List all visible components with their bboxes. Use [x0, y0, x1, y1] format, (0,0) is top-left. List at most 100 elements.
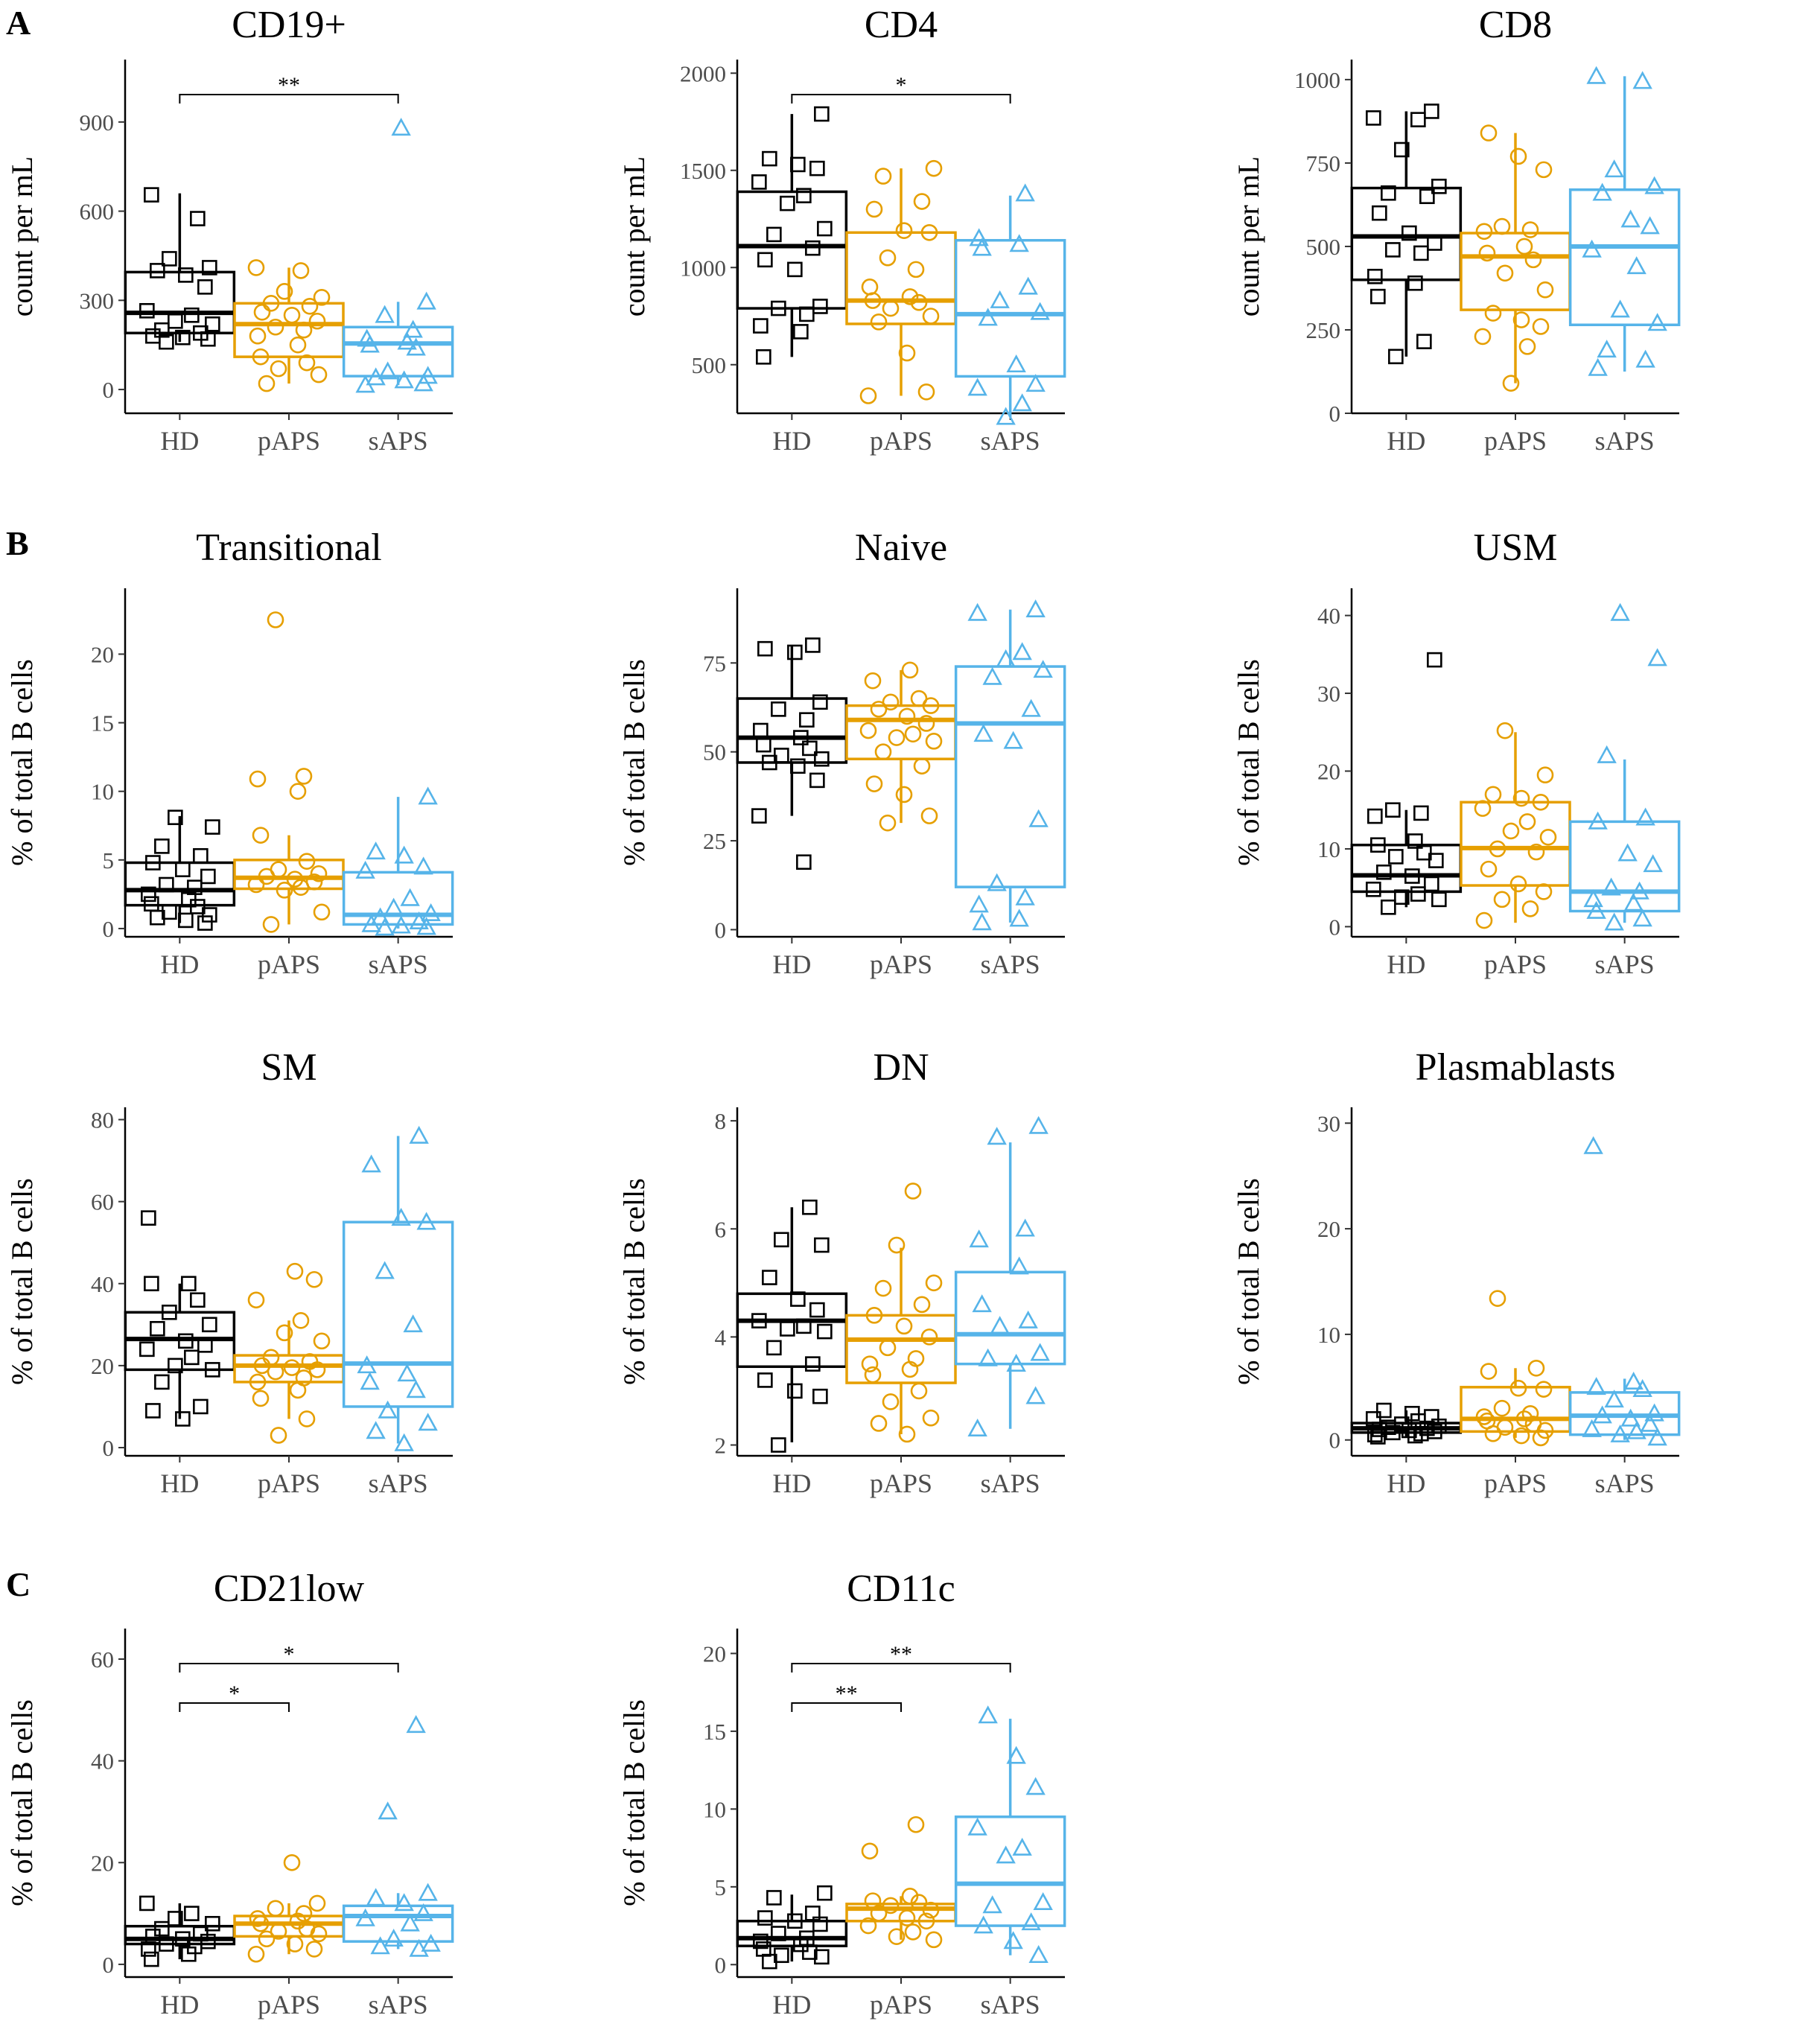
- data-point: [139, 1895, 155, 1912]
- data-point: [1640, 216, 1660, 235]
- data-point: [421, 903, 441, 921]
- panel-letter-c: C: [6, 1565, 31, 1603]
- y-tick-label: 20: [1317, 758, 1340, 784]
- data-point: [969, 1229, 989, 1248]
- data-point: [780, 1321, 795, 1337]
- data-point: [882, 1897, 900, 1915]
- data-point: [1586, 900, 1606, 919]
- data-point: [861, 1355, 879, 1372]
- data-point: [1588, 357, 1608, 376]
- data-point: [805, 240, 821, 256]
- data-point: [1012, 393, 1032, 412]
- data-point: [295, 768, 313, 785]
- data-point: [809, 160, 825, 176]
- data-point: [1597, 340, 1617, 358]
- data-point: [793, 324, 809, 340]
- significance-bracket: [179, 1663, 399, 1673]
- y-tick-label: 1500: [680, 158, 726, 184]
- y-tick-label: 10: [703, 1796, 726, 1822]
- data-point: [154, 1374, 170, 1390]
- data-point: [1610, 602, 1630, 621]
- data-point: [996, 649, 1016, 667]
- series-pAPS: [233, 259, 345, 392]
- data-point: [793, 1936, 809, 1952]
- data-point: [1532, 793, 1550, 811]
- data-point: [391, 1207, 411, 1226]
- box-iqr: [1568, 188, 1681, 326]
- data-point: [861, 1842, 879, 1860]
- data-point: [771, 1926, 786, 1941]
- data-point: [1644, 1403, 1664, 1422]
- data-point: [1376, 1402, 1392, 1419]
- data-point: [301, 298, 319, 315]
- x-tick-label: HD: [160, 1990, 199, 2020]
- data-point: [286, 1935, 304, 1952]
- series-HD: [1350, 1402, 1463, 1445]
- data-point: [799, 306, 815, 322]
- data-point: [907, 1815, 925, 1833]
- data-point: [1620, 209, 1641, 228]
- data-point: [756, 349, 771, 365]
- data-point: [1407, 833, 1423, 849]
- y-tick-label: 6: [715, 1216, 727, 1242]
- y-tick-label: 30: [1317, 1110, 1340, 1136]
- data-point: [295, 321, 313, 339]
- data-point: [361, 1154, 381, 1173]
- y-tick-label: 30: [1317, 681, 1340, 707]
- data-point: [391, 118, 411, 136]
- x-tick-label: pAPS: [1484, 949, 1547, 979]
- data-point: [751, 808, 767, 824]
- data-point: [168, 1911, 183, 1926]
- data-point: [865, 1307, 883, 1324]
- data-point: [154, 838, 170, 854]
- data-point: [253, 1357, 271, 1375]
- data-point: [771, 1437, 786, 1453]
- data-point: [922, 1409, 940, 1427]
- data-point: [1647, 648, 1667, 666]
- data-point: [144, 187, 159, 203]
- data-point: [378, 361, 398, 380]
- data-point: [1015, 183, 1035, 202]
- chart-plasmablasts: Plasmablasts % of total B cells 0 10 20 30 HD p…: [1232, 1046, 1681, 1498]
- data-point: [1521, 221, 1539, 238]
- data-point: [205, 1915, 220, 1932]
- data-point: [168, 313, 183, 329]
- data-point: [145, 1403, 161, 1419]
- y-tick-label: 10: [91, 779, 114, 805]
- data-point: [139, 1341, 155, 1358]
- y-tick-label: 1000: [1294, 67, 1340, 93]
- y-tick-label: 20: [91, 1850, 114, 1876]
- data-point: [859, 387, 877, 404]
- series-sAPS: [342, 786, 454, 936]
- data-point: [1401, 225, 1417, 241]
- data-point: [310, 865, 328, 882]
- data-point: [400, 888, 420, 906]
- data-point: [418, 1413, 438, 1431]
- data-point: [394, 1433, 414, 1451]
- data-point: [907, 261, 925, 279]
- y-tick-label: 1000: [680, 255, 726, 281]
- data-point: [917, 1912, 935, 1930]
- data-point: [1388, 348, 1404, 365]
- data-point: [141, 1941, 156, 1957]
- data-point: [197, 279, 213, 295]
- data-point: [1493, 1399, 1511, 1417]
- chart-title: DN: [873, 1046, 929, 1089]
- data-point: [357, 1355, 377, 1374]
- series-HD: [736, 1199, 848, 1453]
- data-point: [917, 383, 935, 401]
- data-point: [1604, 1390, 1624, 1408]
- chart-title: Plasmablasts: [1416, 1046, 1616, 1089]
- data-point: [925, 1931, 943, 1949]
- data-point: [298, 1410, 316, 1428]
- chart-dn: DN % of total B cells 2 4 6 8 HD pAPS sAPS: [617, 1046, 1066, 1498]
- data-point: [982, 666, 1002, 685]
- y-axis-label: count per mL: [617, 156, 651, 317]
- data-point: [308, 1361, 326, 1378]
- y-tick-label: 20: [1317, 1216, 1340, 1242]
- data-point: [882, 1393, 900, 1410]
- data-point: [162, 251, 177, 267]
- data-point: [1018, 1310, 1038, 1328]
- data-point: [270, 1923, 287, 1940]
- data-point: [289, 336, 307, 354]
